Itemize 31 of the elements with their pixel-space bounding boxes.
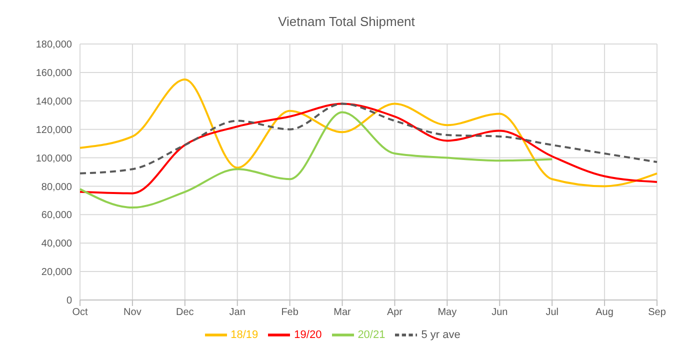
x-tick-label: Mar (334, 307, 352, 318)
legend-label: 18/19 (230, 328, 258, 341)
line-series (79, 102, 658, 194)
line-series (79, 78, 658, 188)
x-tick-label: Oct (72, 307, 88, 318)
y-tick-label: 160,000 (36, 68, 72, 79)
x-tick-label: Jul (546, 307, 558, 318)
y-tick-label: 60,000 (41, 210, 72, 222)
y-tick-label: 180,000 (36, 40, 72, 51)
y-tick-label: 120,000 (36, 124, 72, 136)
x-tick-label: Jun (492, 307, 508, 318)
y-tick-label: 40,000 (41, 238, 72, 250)
y-tick-label: 140,000 (36, 96, 72, 108)
x-tick-label: Sep (648, 307, 666, 318)
x-tick-label: Aug (596, 307, 614, 318)
y-tick-label: 20,000 (41, 267, 72, 278)
y-tick-label: 0 (66, 296, 72, 307)
line-series (79, 102, 658, 174)
legend-label: 19/20 (294, 328, 322, 341)
legend-label: 20/21 (358, 328, 386, 341)
x-tick-label: Dec (176, 307, 194, 318)
y-tick-label: 80,000 (41, 182, 72, 193)
y-tick-label: 100,000 (36, 153, 72, 164)
legend-label: 5 yr ave (421, 328, 460, 341)
x-tick-label: Feb (281, 307, 299, 318)
x-tick-label: Apr (386, 307, 404, 318)
line-series (79, 111, 554, 209)
x-tick-label: May (438, 307, 457, 318)
x-tick-label: Jan (229, 307, 246, 318)
x-tick-label: Nov (124, 307, 142, 318)
chart-title: Vietnam Total Shipment (277, 13, 416, 31)
